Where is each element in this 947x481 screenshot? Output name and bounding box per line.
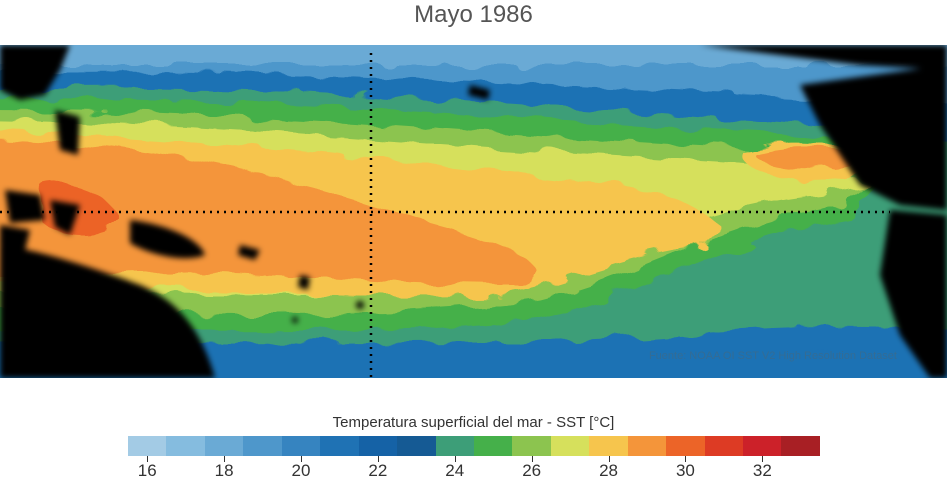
color-swatch-0 <box>128 436 167 456</box>
tick-mark <box>147 456 149 462</box>
tick-mark <box>224 456 226 462</box>
land-tonga <box>292 317 298 323</box>
color-swatch-12 <box>589 436 628 456</box>
sst-map <box>0 45 947 378</box>
color-swatch-10 <box>512 436 551 456</box>
land-north-america-top <box>700 45 947 70</box>
land-caribbean <box>850 100 900 115</box>
tick-mark <box>685 456 687 462</box>
land-sumatra-java <box>0 225 30 250</box>
legend-title: Temperatura superficial del mar - SST [°… <box>332 414 615 431</box>
color-scale-ticks: 16 18 20 22 24 26 28 30 32 <box>128 456 820 480</box>
color-swatch-9 <box>473 436 513 456</box>
land-central-america <box>800 65 947 210</box>
tick-label: 16 <box>137 461 157 480</box>
color-swatch-13 <box>627 436 667 456</box>
land-philippines <box>55 110 80 155</box>
land-sulawesi <box>50 200 80 235</box>
tick-mark <box>377 456 379 462</box>
tick-label: 26 <box>522 461 542 480</box>
north-cold-band <box>0 45 947 65</box>
color-swatch-4 <box>281 436 321 456</box>
color-swatch-3 <box>243 436 282 456</box>
color-swatch-2 <box>204 436 244 456</box>
reference-lines <box>0 53 890 378</box>
map-title: Mayo 1986 <box>414 1 533 28</box>
land-australia <box>0 245 215 378</box>
land-new-guinea <box>130 220 205 259</box>
tick-mark <box>454 456 456 462</box>
land-solomon-islands <box>238 245 260 260</box>
color-swatch-1 <box>166 436 205 456</box>
color-swatch-17 <box>781 436 820 456</box>
data-source-credit: Fuente: NOAA OI SST V2 High Resolution D… <box>648 350 897 362</box>
color-swatch-8 <box>435 436 474 456</box>
land-borneo <box>5 190 45 223</box>
tick-label: 30 <box>675 461 695 480</box>
tick-label: 22 <box>368 461 388 480</box>
tick-label: 24 <box>445 461 465 480</box>
sst-map-svg <box>0 45 947 378</box>
color-swatch-5 <box>320 436 359 456</box>
tick-label: 32 <box>752 461 772 480</box>
color-swatch-15 <box>704 436 743 456</box>
tick-mark <box>762 456 764 462</box>
color-swatch-7 <box>397 436 436 456</box>
land-fiji <box>298 275 310 290</box>
land-asia-north <box>0 45 70 100</box>
land-samoa <box>356 301 364 309</box>
color-swatch-14 <box>666 436 705 456</box>
tick-label: 18 <box>214 461 234 480</box>
color-scale-bar <box>128 436 820 456</box>
tick-mark <box>608 456 610 462</box>
tick-label: 20 <box>291 461 311 480</box>
land-hawaii <box>468 85 490 100</box>
tick-label: 28 <box>599 461 618 480</box>
warm-pool-east-29 <box>755 147 860 168</box>
land <box>0 45 947 378</box>
color-swatch-11 <box>550 436 590 456</box>
tick-mark <box>531 456 533 462</box>
land-south-america <box>880 210 947 378</box>
color-swatch-16 <box>743 436 782 456</box>
color-swatch-6 <box>358 436 398 456</box>
tick-mark <box>301 456 302 462</box>
